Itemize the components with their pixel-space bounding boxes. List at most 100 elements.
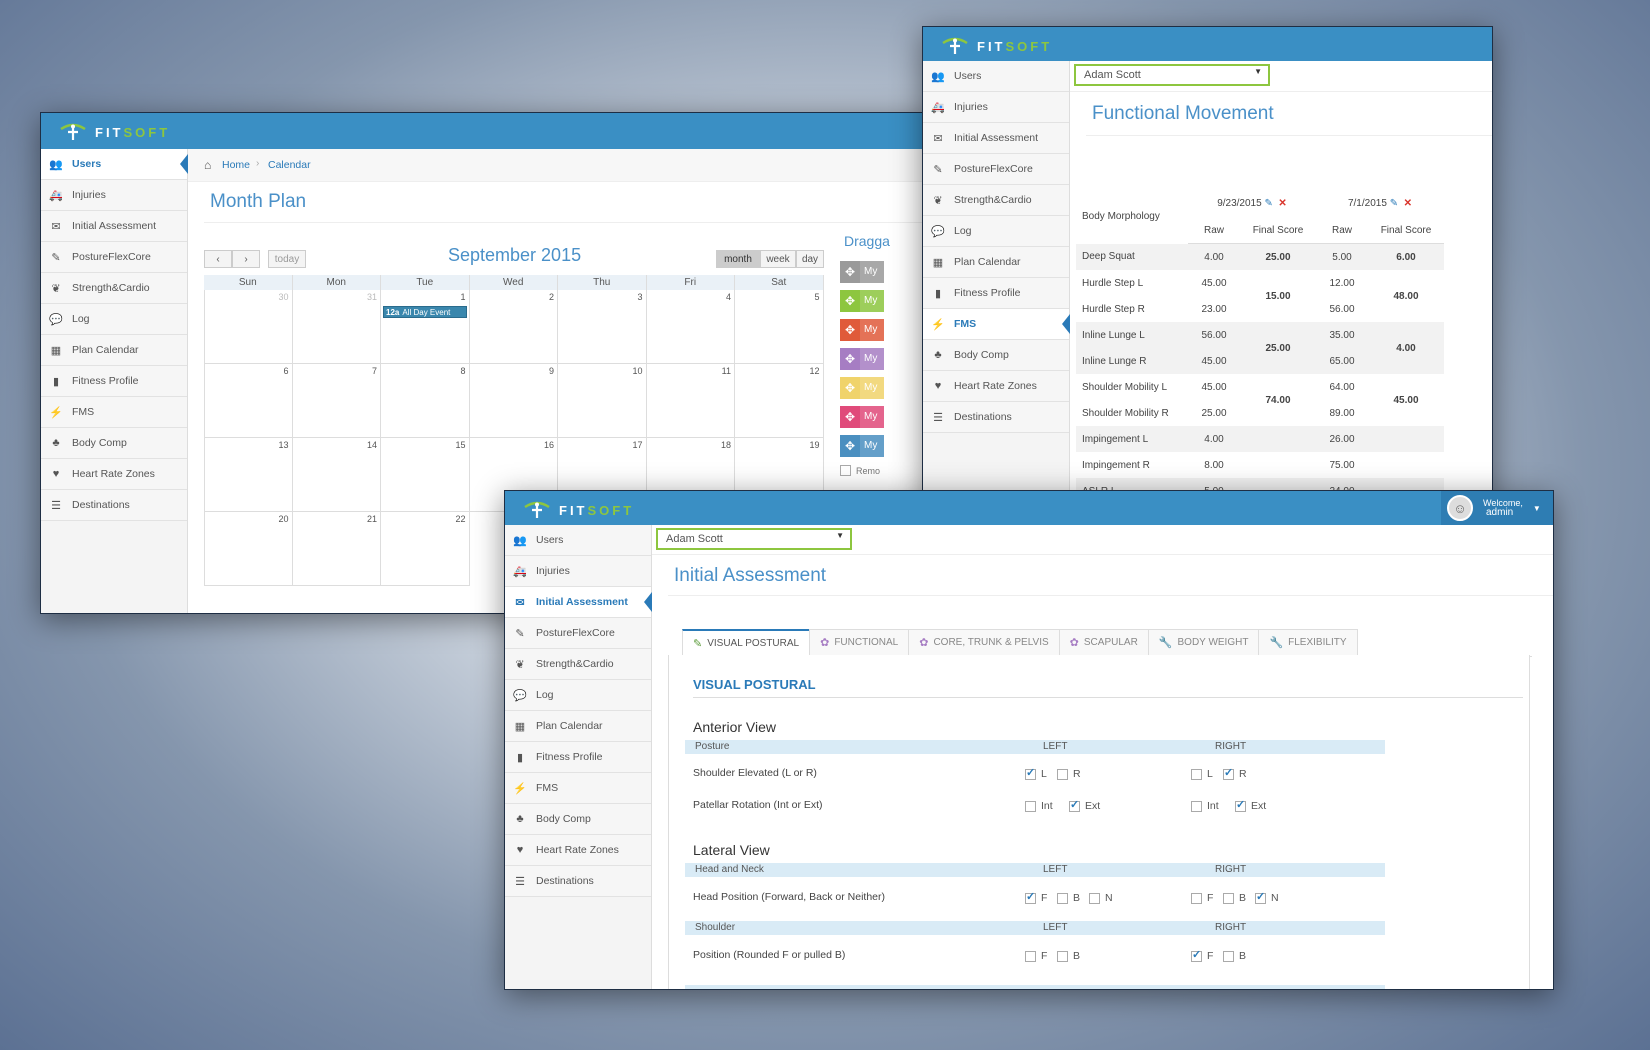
checkbox[interactable] <box>1025 800 1036 812</box>
left-option-l[interactable]: L <box>1025 766 1047 780</box>
checkbox[interactable] <box>1057 892 1068 904</box>
calendar-day-cell[interactable]: 13 <box>204 438 293 512</box>
edit-icon[interactable]: ✎ <box>1389 197 1399 209</box>
tab-flexibility[interactable]: 🔧 FLEXIBILITY <box>1258 629 1358 655</box>
sidebar-item-log[interactable]: 💬 Log <box>923 216 1069 247</box>
checkbox[interactable] <box>1025 890 1036 904</box>
checkbox[interactable] <box>1057 950 1068 962</box>
sidebar-item-postureflexcore[interactable]: ✎ PostureFlexCore <box>41 242 187 273</box>
right-option-r[interactable]: R <box>1223 766 1247 780</box>
right-option-l[interactable]: L <box>1191 768 1213 780</box>
sidebar-item-fms[interactable]: ⚡ FMS <box>923 309 1070 340</box>
sidebar-item-strength-cardio[interactable]: ❦ Strength&Cardio <box>923 185 1069 216</box>
checkbox[interactable] <box>1223 950 1234 962</box>
user-select[interactable]: Adam Scott ▼ <box>656 528 852 550</box>
move-icon[interactable]: ✥ <box>840 319 860 341</box>
sidebar-item-plan-calendar[interactable]: ▦ Plan Calendar <box>505 711 651 742</box>
checkbox[interactable] <box>1089 892 1100 904</box>
sidebar-item-strength-cardio[interactable]: ❦ Strength&Cardio <box>505 649 651 680</box>
move-icon[interactable]: ✥ <box>840 377 860 399</box>
calendar-day-cell[interactable]: 11 <box>646 364 735 438</box>
sidebar-item-postureflexcore[interactable]: ✎ PostureFlexCore <box>505 618 651 649</box>
fitsoft-logo[interactable]: FITSOFT <box>523 501 634 519</box>
sidebar-item-users[interactable]: 👥 Users <box>505 525 651 556</box>
right-option-f[interactable]: F <box>1191 948 1213 962</box>
move-icon[interactable]: ✥ <box>840 406 860 428</box>
prev-month-button[interactable]: ‹ <box>204 250 232 268</box>
view-week-button[interactable]: week <box>760 250 796 268</box>
draggable-event[interactable]: ✥ My <box>840 261 884 283</box>
draggable-event[interactable]: ✥ My <box>840 435 884 457</box>
checkbox[interactable] <box>1255 890 1266 904</box>
sidebar-item-heart-rate-zones[interactable]: ♥ Heart Rate Zones <box>41 459 187 490</box>
checkbox[interactable] <box>840 465 851 476</box>
calendar-day-cell[interactable]: 30 <box>204 290 293 364</box>
tab-body-weight[interactable]: 🔧 BODY WEIGHT <box>1147 629 1260 655</box>
view-day-button[interactable]: day <box>796 250 824 268</box>
tab-scapular[interactable]: ✿ SCAPULAR <box>1058 629 1149 655</box>
draggable-event[interactable]: ✥ My <box>840 377 884 399</box>
calendar-event[interactable]: 12a All Day Event <box>383 306 467 318</box>
sidebar-item-injuries[interactable]: 🚑 Injuries <box>923 92 1069 123</box>
calendar-day-cell[interactable]: 8 <box>381 364 470 438</box>
sidebar-item-body-comp[interactable]: ♣ Body Comp <box>923 340 1069 371</box>
sidebar-item-fitness-profile[interactable]: ▮ Fitness Profile <box>505 742 651 773</box>
checkbox[interactable] <box>1069 798 1080 812</box>
right-option-int[interactable]: Int <box>1191 800 1219 812</box>
left-option-int[interactable]: Int <box>1025 800 1053 812</box>
move-icon[interactable]: ✥ <box>840 290 860 312</box>
calendar-day-cell[interactable]: 14 <box>292 438 381 512</box>
delete-icon[interactable]: ✕ <box>1403 197 1413 209</box>
sidebar-item-users[interactable]: 👥 Users <box>923 61 1069 92</box>
right-option-b[interactable]: B <box>1223 892 1246 904</box>
calendar-day-cell[interactable]: 22 <box>381 512 470 586</box>
tab-visual-postural[interactable]: ✎ VISUAL POSTURAL <box>682 629 811 656</box>
sidebar-item-injuries[interactable]: 🚑 Injuries <box>41 180 187 211</box>
sidebar-item-destinations[interactable]: ☰ Destinations <box>41 490 187 521</box>
move-icon[interactable]: ✥ <box>840 435 860 457</box>
left-option-f[interactable]: F <box>1025 890 1047 904</box>
view-month-button[interactable]: month <box>716 250 760 268</box>
sidebar-item-log[interactable]: 💬 Log <box>41 304 187 335</box>
right-option-ext[interactable]: Ext <box>1235 798 1266 812</box>
sidebar-item-destinations[interactable]: ☰ Destinations <box>505 866 651 897</box>
fitsoft-logo[interactable]: FITSOFT <box>59 123 170 141</box>
sidebar-item-log[interactable]: 💬 Log <box>505 680 651 711</box>
left-option-f[interactable]: F <box>1025 950 1047 962</box>
checkbox[interactable] <box>1235 798 1246 812</box>
calendar-day-cell[interactable]: 10 <box>558 364 647 438</box>
breadcrumb-calendar[interactable]: Calendar <box>268 159 311 171</box>
checkbox[interactable] <box>1191 768 1202 780</box>
sidebar-item-heart-rate-zones[interactable]: ♥ Heart Rate Zones <box>923 371 1069 402</box>
sidebar-item-fitness-profile[interactable]: ▮ Fitness Profile <box>923 278 1069 309</box>
remove-after-drop-checkbox[interactable]: Remo <box>840 465 880 476</box>
calendar-day-cell[interactable]: 4 <box>646 290 735 364</box>
right-option-b[interactable]: B <box>1223 950 1246 962</box>
calendar-day-cell[interactable]: 31 <box>292 290 381 364</box>
checkbox[interactable] <box>1223 766 1234 780</box>
calendar-day-cell[interactable]: 5 <box>735 290 824 364</box>
tab-core-trunk-pelvis[interactable]: ✿ CORE, TRUNK & PELVIS <box>908 629 1060 655</box>
next-month-button[interactable]: › <box>232 250 260 268</box>
sidebar-item-initial-assessment[interactable]: ✉ Initial Assessment <box>41 211 187 242</box>
sidebar-item-body-comp[interactable]: ♣ Body Comp <box>41 428 187 459</box>
move-icon[interactable]: ✥ <box>840 261 860 283</box>
sidebar-item-strength-cardio[interactable]: ❦ Strength&Cardio <box>41 273 187 304</box>
checkbox[interactable] <box>1191 800 1202 812</box>
checkbox[interactable] <box>1191 892 1202 904</box>
draggable-event[interactable]: ✥ My <box>840 348 884 370</box>
sidebar-item-body-comp[interactable]: ♣ Body Comp <box>505 804 651 835</box>
sidebar-item-initial-assessment[interactable]: ✉ Initial Assessment <box>923 123 1069 154</box>
sidebar-item-fitness-profile[interactable]: ▮ Fitness Profile <box>41 366 187 397</box>
sidebar-item-postureflexcore[interactable]: ✎ PostureFlexCore <box>923 154 1069 185</box>
sidebar-item-heart-rate-zones[interactable]: ♥ Heart Rate Zones <box>505 835 651 866</box>
calendar-day-cell[interactable]: 21 <box>292 512 381 586</box>
left-option-r[interactable]: R <box>1057 768 1081 780</box>
calendar-day-cell[interactable]: 3 <box>558 290 647 364</box>
sidebar-item-initial-assessment[interactable]: ✉ Initial Assessment <box>505 587 652 618</box>
sidebar-item-destinations[interactable]: ☰ Destinations <box>923 402 1069 433</box>
left-option-n[interactable]: N <box>1089 892 1113 904</box>
draggable-event[interactable]: ✥ My <box>840 406 884 428</box>
sidebar-item-plan-calendar[interactable]: ▦ Plan Calendar <box>41 335 187 366</box>
move-icon[interactable]: ✥ <box>840 348 860 370</box>
